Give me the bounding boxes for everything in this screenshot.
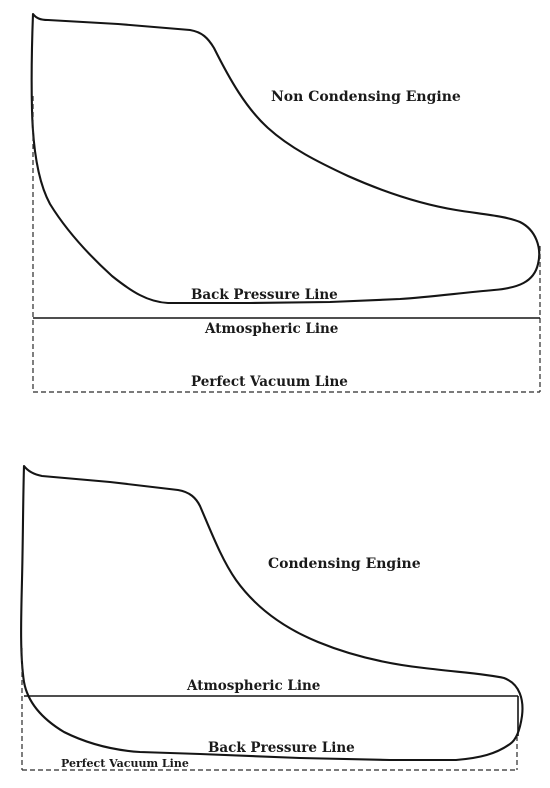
condensing-diagram: Condensing Engine Atmospheric Line Back … — [20, 464, 524, 771]
non-condensing-engine-title: Non Condensing Engine — [271, 89, 461, 105]
non-condensing-diagram: Non Condensing Engine Back Pressure Line… — [30, 12, 541, 393]
non-condensing-indicator-curve — [30, 12, 541, 305]
condensing-atmospheric-label: Atmospheric Line — [186, 678, 320, 694]
non-condensing-perfect-vacuum-label: Perfect Vacuum Line — [191, 374, 348, 390]
non-condensing-atmospheric-label: Atmospheric Line — [204, 321, 338, 337]
condensing-back-pressure-label: Back Pressure Line — [208, 740, 355, 756]
condensing-perfect-vacuum-label: Perfect Vacuum Line — [61, 757, 189, 770]
non-condensing-back-pressure-label: Back Pressure Line — [191, 287, 338, 303]
condensing-engine-title: Condensing Engine — [268, 556, 421, 572]
condensing-indicator-curve — [20, 464, 524, 762]
